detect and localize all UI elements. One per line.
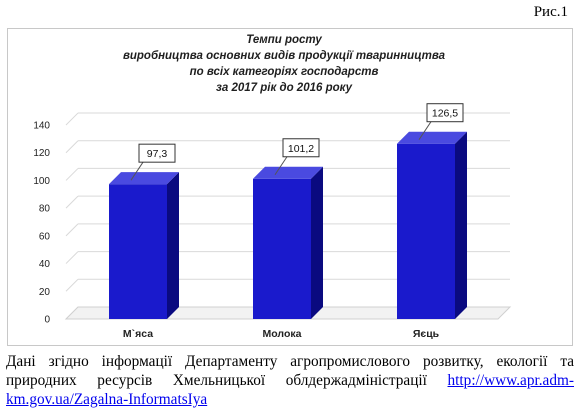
caption-text: Дані згідно інформації Департаменту агро… xyxy=(6,353,574,389)
gridline-depth xyxy=(65,195,79,209)
bar-side xyxy=(455,131,467,319)
bar-side xyxy=(311,166,323,319)
category-label: Яєць xyxy=(413,328,440,340)
data-label-box xyxy=(138,143,176,163)
chart-title-line: по всіх категоріях господарств xyxy=(190,66,379,78)
y-tick-label: 120 xyxy=(33,148,50,159)
y-tick-label: 40 xyxy=(39,259,51,270)
figure-label: Рис.1 xyxy=(533,4,568,20)
bar-side xyxy=(167,172,179,319)
y-tick-label: 0 xyxy=(44,315,50,326)
data-label-leader xyxy=(418,121,432,140)
data-label-leader xyxy=(274,156,288,176)
gridline-depth xyxy=(65,112,79,126)
y-tick-label: 100 xyxy=(33,176,50,187)
bar-top xyxy=(253,166,323,179)
bar xyxy=(397,143,455,319)
bar-chart: Темпи росту виробництва основних видів пр… xyxy=(33,34,512,340)
gridline-depth xyxy=(65,168,79,181)
source-link[interactable]: http://www.apr.adm-km.gov.ua/Zagalna-Inf… xyxy=(6,372,574,408)
y-tick-label: 60 xyxy=(39,231,51,242)
bar-top xyxy=(397,131,467,144)
gridline-depth xyxy=(65,140,79,154)
data-label: 97,3 xyxy=(147,148,168,160)
chart-frame: Темпи росту виробництва основних видів пр… xyxy=(7,28,573,346)
data-label-box xyxy=(426,103,464,123)
data-label: 126,5 xyxy=(432,108,458,120)
y-tick-label: 140 xyxy=(33,121,50,132)
y-tick-label: 20 xyxy=(39,287,51,298)
data-label-box xyxy=(282,138,320,158)
bars xyxy=(109,131,467,319)
category-label: Молока xyxy=(263,328,302,340)
y-tick-label: 80 xyxy=(39,204,51,215)
bar-top xyxy=(109,172,179,185)
chart-title-line: Темпи росту xyxy=(246,34,322,46)
gridline-depth xyxy=(65,278,79,292)
y-axis-ticks: 0 20 40 60 80 100 120 140 xyxy=(33,121,50,326)
data-label: 101,2 xyxy=(288,143,314,155)
chart-title: Темпи росту виробництва основних видів пр… xyxy=(123,34,446,94)
chart-title-line: виробництва основних видів продукції тва… xyxy=(123,50,446,62)
bar xyxy=(253,178,311,319)
chart-title-line: за 2017 рік до 2016 року xyxy=(216,82,353,94)
data-label-leader xyxy=(130,161,144,181)
category-label: М`яса xyxy=(123,328,153,340)
data-labels: 97,3 101,2 126,5 xyxy=(130,103,464,181)
gridline-depth xyxy=(65,251,79,264)
gridline-depth xyxy=(65,223,79,237)
category-labels: М`яса Молока Яєць xyxy=(123,328,440,340)
figure-caption: Дані згідно інформації Департаменту агро… xyxy=(6,352,574,409)
bar xyxy=(109,184,167,319)
